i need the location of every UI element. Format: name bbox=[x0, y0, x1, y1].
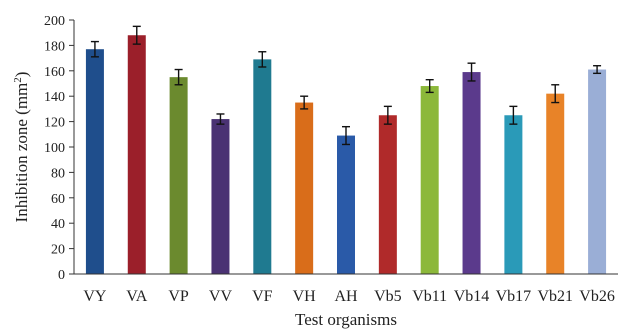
error-bar-VY bbox=[90, 40, 99, 58]
y-tick-label: 0 bbox=[58, 268, 65, 283]
error-bar-Vb11 bbox=[425, 78, 434, 94]
y-axis-label-superscript: 2 bbox=[12, 77, 24, 83]
bar-Vb14 bbox=[462, 72, 481, 274]
x-tick-label: VA bbox=[126, 288, 147, 305]
error-bar-VF bbox=[258, 51, 267, 68]
bar-VP bbox=[169, 77, 188, 275]
y-axis-label-main: Inhibition zone (mm bbox=[12, 83, 31, 223]
x-tick-label: Vb17 bbox=[496, 288, 532, 305]
error-bar-Vb17 bbox=[509, 105, 518, 125]
y-axis-label-close: ) bbox=[12, 72, 31, 78]
x-tick-label: VV bbox=[209, 288, 233, 305]
x-tick-label: VF bbox=[252, 288, 273, 305]
x-axis-label: Test organisms bbox=[295, 310, 397, 329]
error-bar-Vb21 bbox=[551, 84, 560, 104]
bar-Vb17 bbox=[504, 115, 523, 274]
x-tick-label: AH bbox=[334, 288, 358, 305]
x-tick-label: VP bbox=[168, 288, 189, 305]
error-bar-VP bbox=[174, 68, 183, 86]
error-bar-Vb26 bbox=[593, 65, 602, 75]
y-tick-label: 60 bbox=[51, 192, 65, 207]
bar-Vb5 bbox=[378, 115, 397, 274]
y-tick-label: 120 bbox=[44, 116, 65, 131]
x-axis: VY VA VP VV VF VH AH Vb5 Vb11 Vb14 Vb17 Vb21 Vb26 bbox=[74, 273, 618, 305]
bar-Vb21 bbox=[546, 93, 565, 274]
x-tick-label: Vb26 bbox=[579, 288, 615, 305]
y-tick-label: 140 bbox=[44, 90, 65, 105]
bar-AH bbox=[337, 135, 355, 274]
bar-Vb11 bbox=[420, 86, 439, 274]
error-bar-VV bbox=[216, 113, 225, 125]
error-bars bbox=[90, 25, 602, 146]
y-axis-label: Inhibition zone (mm2) bbox=[12, 72, 31, 223]
bars bbox=[85, 35, 607, 275]
y-axis: 0 20 40 60 80 100 120 140 160 180 200 bbox=[44, 14, 75, 283]
x-tick-label: VY bbox=[83, 288, 107, 305]
x-tick-label: Vb21 bbox=[537, 288, 573, 305]
bar-VF bbox=[253, 59, 272, 275]
y-tick-label: 180 bbox=[44, 39, 65, 54]
error-bar-Vb5 bbox=[383, 105, 392, 125]
x-tick-label: Vb5 bbox=[374, 288, 402, 305]
error-bar-Vb14 bbox=[467, 62, 476, 82]
y-tick-label: 40 bbox=[51, 217, 65, 232]
y-tick-label: 20 bbox=[51, 243, 65, 258]
x-tick-label: VH bbox=[293, 288, 317, 305]
bar-VA bbox=[127, 35, 146, 274]
error-bar-VH bbox=[300, 95, 309, 110]
x-tick-label: Vb11 bbox=[412, 288, 447, 305]
bar-VV bbox=[211, 119, 230, 274]
y-tick-label: 160 bbox=[44, 65, 65, 80]
y-tick-label: 80 bbox=[51, 166, 65, 181]
y-tick-label: 100 bbox=[44, 141, 65, 156]
error-bar-AH bbox=[342, 125, 350, 146]
x-tick-label: Vb14 bbox=[454, 288, 490, 305]
bar-VH bbox=[295, 102, 314, 274]
y-tick-label: 200 bbox=[44, 14, 65, 29]
error-bar-VA bbox=[132, 25, 141, 45]
bar-Vb26 bbox=[588, 69, 607, 274]
bar-VY bbox=[85, 49, 104, 275]
